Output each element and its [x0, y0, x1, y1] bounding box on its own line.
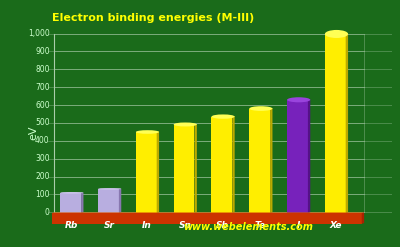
Polygon shape	[174, 125, 194, 213]
Polygon shape	[308, 100, 310, 213]
Text: In: In	[142, 221, 152, 230]
Polygon shape	[270, 108, 272, 213]
Polygon shape	[52, 213, 362, 224]
Polygon shape	[98, 189, 119, 213]
Ellipse shape	[249, 106, 272, 111]
Polygon shape	[249, 108, 272, 109]
Text: 100: 100	[35, 190, 50, 199]
Text: Electron binding energies (M-III): Electron binding energies (M-III)	[52, 13, 254, 23]
Polygon shape	[98, 188, 121, 189]
Polygon shape	[52, 212, 364, 213]
Polygon shape	[60, 193, 81, 213]
Polygon shape	[81, 192, 84, 213]
Polygon shape	[325, 34, 346, 213]
Text: 0: 0	[45, 208, 50, 217]
Text: 300: 300	[35, 154, 50, 163]
Text: Sn: Sn	[178, 221, 191, 230]
Text: Sr: Sr	[104, 221, 115, 230]
Text: Sb: Sb	[216, 221, 229, 230]
Polygon shape	[362, 212, 364, 224]
Polygon shape	[232, 116, 235, 213]
Text: www.webelements.com: www.webelements.com	[183, 222, 313, 232]
Text: Rb: Rb	[65, 221, 78, 230]
Polygon shape	[194, 124, 197, 213]
Polygon shape	[136, 132, 157, 213]
Polygon shape	[119, 188, 121, 213]
Polygon shape	[287, 100, 308, 213]
Text: 900: 900	[35, 47, 50, 56]
Text: 400: 400	[35, 136, 50, 145]
Ellipse shape	[136, 130, 159, 134]
Polygon shape	[157, 132, 159, 213]
Ellipse shape	[212, 114, 235, 119]
Polygon shape	[346, 34, 348, 213]
Text: I: I	[296, 221, 300, 230]
Polygon shape	[174, 124, 197, 125]
Ellipse shape	[325, 30, 348, 38]
Ellipse shape	[287, 97, 310, 102]
Text: 500: 500	[35, 119, 50, 127]
Text: 700: 700	[35, 83, 50, 92]
Text: Te: Te	[255, 221, 266, 230]
Polygon shape	[249, 109, 270, 213]
Text: 200: 200	[35, 172, 50, 181]
Ellipse shape	[98, 188, 121, 190]
Text: 600: 600	[35, 101, 50, 110]
Text: eV: eV	[28, 125, 38, 140]
Text: 800: 800	[35, 65, 50, 74]
Text: Xe: Xe	[330, 221, 342, 230]
Polygon shape	[60, 192, 84, 193]
Ellipse shape	[60, 192, 84, 193]
Polygon shape	[212, 116, 235, 117]
Polygon shape	[212, 117, 232, 213]
Ellipse shape	[174, 123, 197, 126]
Text: 1,000: 1,000	[28, 29, 50, 38]
